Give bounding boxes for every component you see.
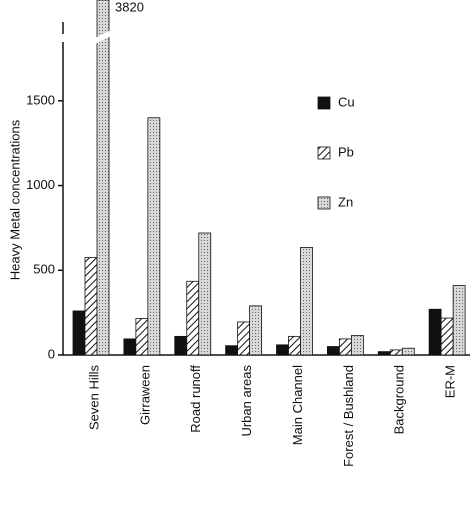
y-tick-label: 500 [33,262,55,277]
bar [186,280,200,356]
legend-label: Cu [338,94,355,109]
x-tick-label: Main Channel [290,365,305,445]
y-tick-label: 1500 [26,92,55,107]
bar [225,345,239,356]
bar [174,335,188,356]
x-tick-label: Seven Hills [86,365,101,431]
bar [300,247,313,356]
bar [147,117,161,356]
bar [377,351,391,356]
x-tick-label: ER-M [443,365,458,398]
legend-swatch [317,196,331,210]
bar [96,0,110,356]
x-tick-label: Background [392,365,407,434]
bar [326,346,340,356]
bar [198,232,212,356]
y-tick-label: 1000 [26,177,55,192]
bar [237,321,251,356]
bar [276,344,289,356]
y-axis-label: Heavy Metal concentrations [7,119,22,280]
bar [401,347,415,356]
legend-swatch [317,146,331,160]
bar [249,305,263,356]
bar [288,335,301,356]
bar [123,338,137,356]
bar [84,257,98,356]
bar [452,285,466,356]
y-tick-label: 0 [48,346,55,361]
x-tick-label: Forest / Bushland [341,365,356,467]
bar [350,335,364,356]
x-tick-label: Girraween [137,365,152,425]
bar [428,308,442,356]
bar [135,318,149,356]
x-tick-label: Road runoff [188,365,203,433]
bar [338,338,352,356]
bar [389,349,403,356]
axis-break [95,30,111,44]
legend-swatch [317,96,331,110]
legend-label: Zn [338,194,353,209]
value-label: 3820 [115,0,144,14]
legend-label: Pb [338,144,354,159]
x-tick-label: Urban areas [239,365,254,437]
bar [72,310,86,356]
bar [440,317,454,356]
